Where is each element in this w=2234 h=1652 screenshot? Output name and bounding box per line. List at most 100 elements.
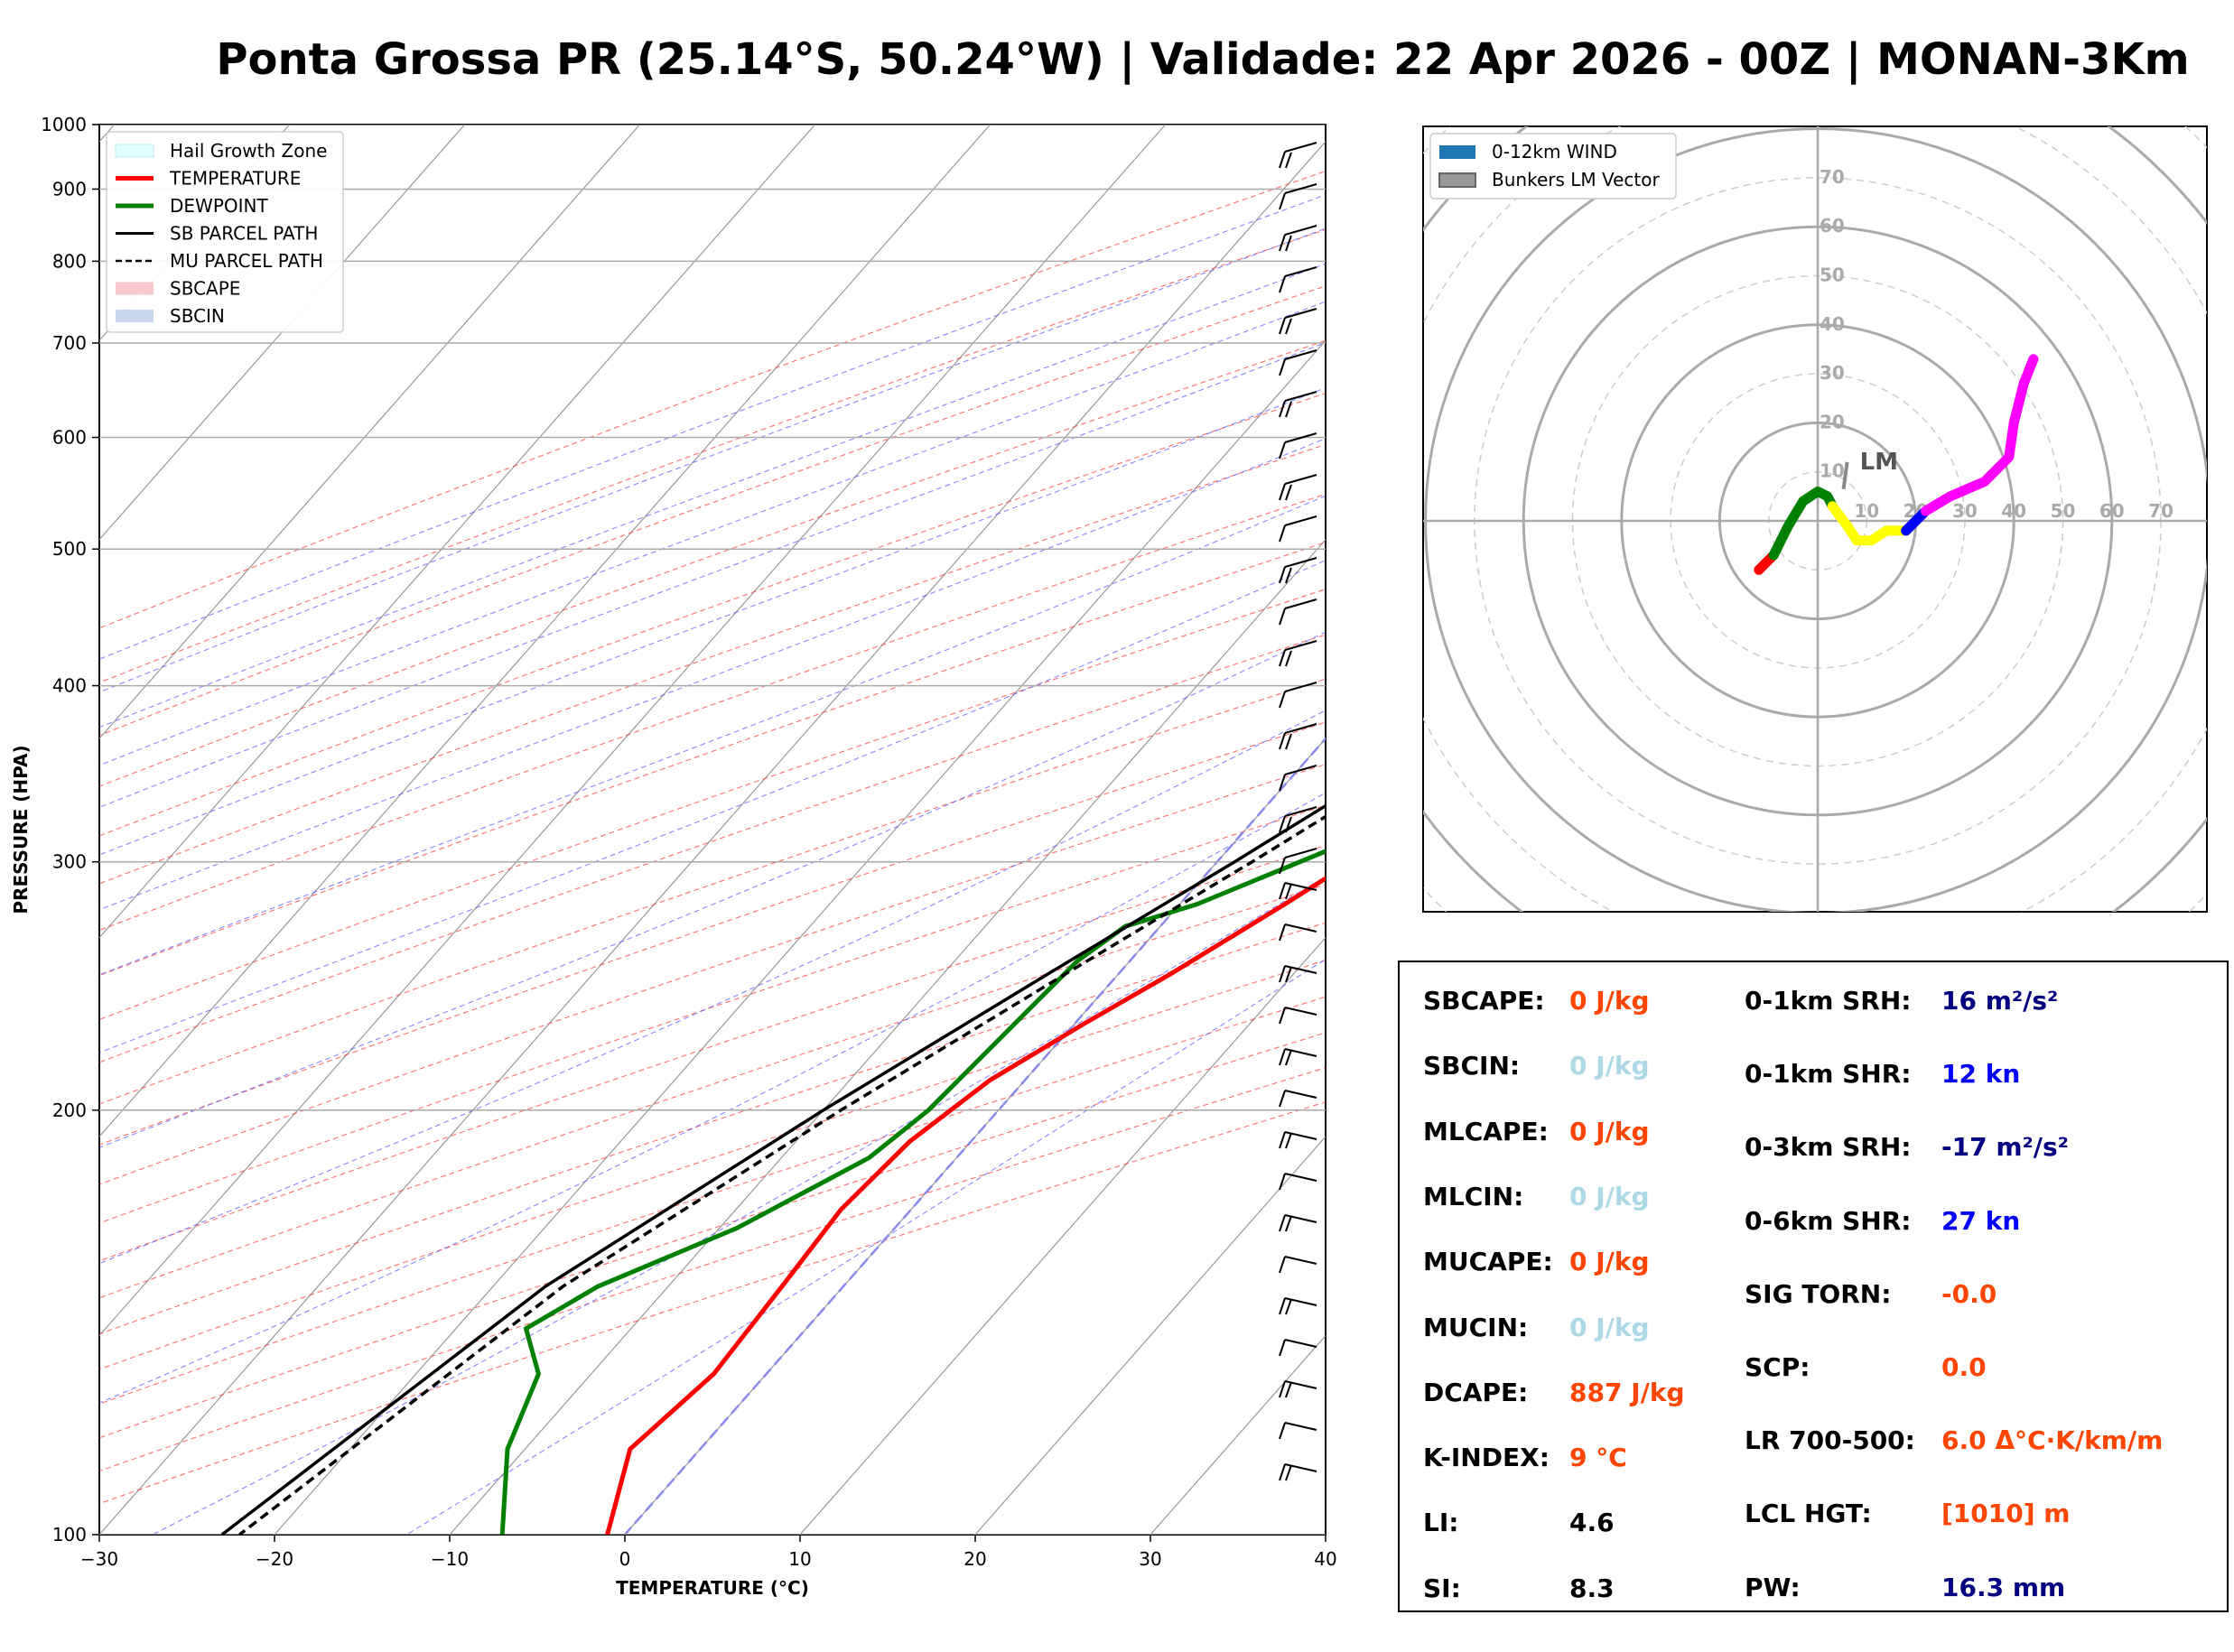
- legend-swatch: [1439, 145, 1475, 159]
- right-label: LCL HGT:: [1745, 1499, 1872, 1529]
- series-sb-parcel-path: [220, 803, 1326, 1535]
- hodograph-legend: 0-12km WIND Bunkers LM Vector: [1429, 133, 1677, 200]
- legend-label: MU PARCEL PATH: [170, 250, 323, 272]
- wind-barb: [1279, 266, 1317, 293]
- wind-barb: [1279, 1090, 1317, 1108]
- wind-barb: [1279, 599, 1317, 626]
- left-value: 0 J/kg: [1569, 1181, 1650, 1211]
- pressure-tick-label: 100: [52, 1524, 87, 1545]
- moist-adiabat: [99, 386, 1326, 856]
- wind-barb: [1279, 142, 1317, 169]
- wind-barb: [1279, 923, 1317, 942]
- wind-barb: [1279, 806, 1317, 833]
- wind-barb: [1279, 723, 1317, 750]
- moist-adiabat: [99, 792, 1326, 1404]
- wind-barb: [1279, 225, 1317, 252]
- pressure-tick-label: 900: [52, 178, 87, 200]
- right-label: SCP:: [1745, 1352, 1810, 1382]
- hodograph-segment: [1768, 486, 1838, 561]
- wind-barb: [1279, 308, 1317, 335]
- isotherm: [99, 125, 641, 740]
- left-label: DCAPE:: [1423, 1377, 1529, 1407]
- left-label: LI:: [1423, 1508, 1459, 1538]
- skewt-legend: Hail Growth Zone TEMPERATURE DEWPOINT SB PA…: [106, 131, 344, 333]
- pressure-tick-label: 200: [52, 1100, 87, 1121]
- right-label: 0-1km SHR:: [1745, 1059, 1912, 1090]
- wind-barb: [1279, 1380, 1317, 1398]
- pressure-tick-label: 1000: [41, 114, 87, 135]
- hodograph-ring-label-y: 50: [1820, 265, 1845, 286]
- page-title: Ponta Grossa PR (25.14°S, 50.24°W) | Val…: [216, 34, 2190, 85]
- y-axis-label: PRESSURE (HPA): [10, 745, 32, 914]
- hodograph-frame: [1422, 125, 2208, 913]
- moist-adiabat: [99, 710, 1326, 1265]
- moist-adiabat: [99, 341, 1326, 808]
- right-value: 16.3 mm: [1941, 1572, 2066, 1602]
- pressure-tick-label: 500: [52, 538, 87, 560]
- hodograph-ring-label-y: 60: [1820, 215, 1845, 237]
- left-label: K-INDEX:: [1423, 1443, 1550, 1473]
- legend-swatch: [1438, 172, 1476, 188]
- left-label: MLCAPE:: [1423, 1116, 1549, 1146]
- legend-box: [106, 131, 344, 333]
- right-label: PW:: [1745, 1572, 1801, 1602]
- hodograph-ring-label-x: 70: [2148, 500, 2173, 522]
- right-value: 0.0: [1941, 1352, 1987, 1382]
- skewt-grid: [99, 125, 1326, 1535]
- right-value: 16 m²/s²: [1941, 986, 2059, 1016]
- wind-barb: [1279, 349, 1317, 376]
- isotherm: [99, 125, 1167, 1337]
- wind-barb: [1279, 557, 1317, 584]
- right-label: LR 700-500:: [1745, 1425, 1915, 1456]
- temp-tick-label: −10: [431, 1548, 469, 1570]
- hodograph-ring-label-y: 70: [1820, 166, 1845, 188]
- pressure-tick-label: 300: [52, 851, 87, 873]
- left-label: MUCAPE:: [1423, 1247, 1553, 1277]
- wind-barb: [1279, 1173, 1317, 1191]
- isotherm: [799, 936, 1326, 1535]
- isotherm: [99, 140, 1326, 1535]
- dry-adiabat: [99, 443, 1326, 885]
- wind-barb: [1279, 848, 1317, 875]
- legend-label: 0-12km WIND: [1492, 141, 1617, 162]
- right-value: 6.0 Δ°C·K/km/m: [1941, 1425, 2164, 1456]
- wind-barb: [1279, 1007, 1317, 1025]
- left-value: 0 J/kg: [1569, 1116, 1650, 1146]
- right-value: -17 m²/s²: [1941, 1132, 2069, 1163]
- isotherm: [99, 125, 466, 541]
- wind-barb: [1279, 1463, 1317, 1481]
- wind-barb: [1279, 474, 1317, 501]
- pressure-tick-label: 400: [52, 675, 87, 697]
- legend-swatch: [116, 310, 154, 322]
- legend-label: SBCAPE: [170, 278, 240, 300]
- right-label: SIG TORN:: [1745, 1278, 1892, 1309]
- legend-label: Bunkers LM Vector: [1492, 169, 1661, 190]
- left-value: 0 J/kg: [1569, 1051, 1650, 1081]
- hodograph-ring-label-y: 10: [1820, 460, 1845, 482]
- moist-adiabat: [99, 194, 1326, 660]
- pressure-tick-label: 700: [52, 332, 87, 354]
- freezing-isotherm: [624, 737, 1326, 1535]
- left-label: MLCIN:: [1423, 1181, 1524, 1211]
- skewt-frame: [98, 124, 1326, 1536]
- hodograph-ring-label-y: 40: [1820, 313, 1845, 335]
- wind-barb: [1279, 1048, 1317, 1066]
- wind-barb: [1279, 1214, 1317, 1232]
- moist-adiabat: [99, 263, 1326, 729]
- legend-label: SB PARCEL PATH: [170, 223, 318, 245]
- wind-barb: [1279, 1131, 1317, 1149]
- dry-adiabat: [99, 721, 1326, 1146]
- hodograph-segment: [1827, 501, 1912, 546]
- legend-label: TEMPERATURE: [169, 168, 301, 190]
- wind-barb: [1279, 1339, 1317, 1357]
- series-mu-parcel-path: [238, 814, 1326, 1535]
- dry-adiabat: [99, 589, 1326, 1020]
- left-value: 0 J/kg: [1569, 1247, 1650, 1277]
- temp-tick-label: 10: [788, 1548, 811, 1570]
- right-value: 27 kn: [1941, 1205, 2021, 1236]
- bunkers-lm-label: LM: [1860, 449, 1898, 476]
- wind-barb: [1279, 1422, 1317, 1440]
- temp-tick-label: 40: [1314, 1548, 1336, 1570]
- temp-tick-label: −20: [256, 1548, 293, 1570]
